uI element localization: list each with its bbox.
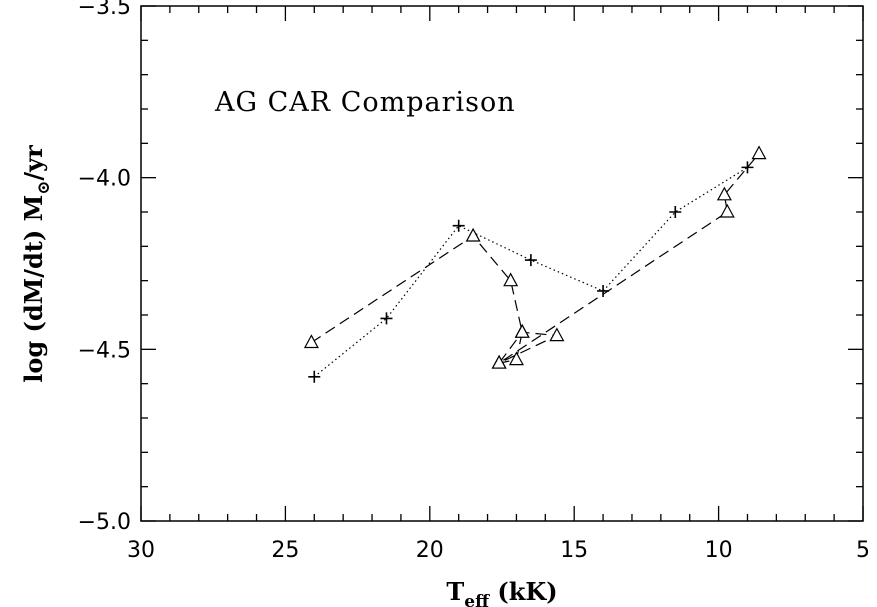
- triangle-marker: [716, 186, 732, 201]
- y-tick-label: −4.0: [78, 167, 131, 192]
- plus-marker: [741, 161, 754, 174]
- triangle-marker: [508, 351, 524, 366]
- chart-annotation: AG CAR Comparison: [214, 87, 516, 118]
- plus-marker: [524, 254, 537, 267]
- ticks: [140, 5, 864, 522]
- plus-marker: [452, 219, 465, 232]
- triangle-marker: [303, 334, 319, 349]
- tick-labels: 30 25 20 15 10 5 −5.0 −4.5 −4.0 −3.5: [78, 0, 870, 563]
- x-tick-label: 5: [856, 538, 870, 563]
- triangle-marker: [465, 227, 481, 242]
- triangle-marker: [549, 327, 565, 342]
- x-tick-label: 10: [705, 538, 733, 563]
- x-tick-label: 20: [416, 538, 444, 563]
- series-group: [303, 145, 767, 383]
- y-axis-label: log (dM/dt) M⊙/yr: [19, 145, 54, 383]
- triangle-marker: [719, 203, 735, 218]
- plot-frame: [140, 5, 864, 522]
- series-1-line: [313, 166, 748, 378]
- plus-marker: [308, 370, 321, 383]
- plus-marker: [380, 312, 393, 325]
- triangle-marker: [503, 272, 519, 287]
- x-tick-label: 30: [127, 538, 155, 563]
- triangle-marker: [514, 323, 530, 338]
- triangle-marker: [491, 354, 507, 369]
- y-tick-label: −3.5: [78, 0, 131, 20]
- x-axis-label: Teff (kK): [446, 577, 557, 607]
- series-2-line: [311, 153, 760, 364]
- y-tick-label: −4.5: [78, 338, 131, 363]
- x-tick-label: 25: [271, 538, 299, 563]
- y-tick-label: −5.0: [78, 510, 131, 535]
- triangle-marker: [751, 145, 767, 160]
- x-tick-label: 15: [560, 538, 588, 563]
- plus-marker: [669, 206, 682, 218]
